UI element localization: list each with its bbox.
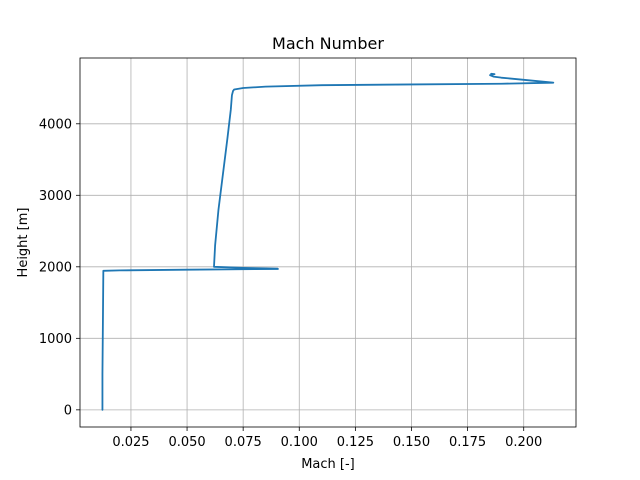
x-tick-label: 0.025	[112, 435, 149, 450]
plot-frame	[79, 57, 577, 428]
x-tick-label: 0.200	[505, 435, 542, 450]
y-tick-label: 4000	[39, 117, 72, 132]
x-axis-label: Mach [-]	[301, 457, 355, 472]
chart-title: Mach Number	[272, 34, 384, 53]
series-layer	[101, 72, 555, 411]
x-tick-label: 0.125	[337, 435, 374, 450]
y-tick-label: 0	[64, 403, 72, 418]
y-tick-label: 2000	[39, 260, 72, 275]
grid	[80, 58, 576, 427]
x-tick-label: 0.100	[281, 435, 318, 450]
y-axis-label: Height [m]	[16, 208, 31, 278]
ticks-layer: 0.025 0.050 0.075 0.100 0.125 0.150 0.175 0.200…	[39, 117, 542, 450]
x-tick-label: 0.075	[225, 435, 262, 450]
y-tick-label: 1000	[39, 332, 72, 347]
x-tick-label: 0.150	[393, 435, 430, 450]
y-tick-label: 3000	[39, 189, 72, 204]
x-tick-label: 0.175	[449, 435, 486, 450]
mach-series-line	[101, 72, 555, 411]
x-tick-label: 0.050	[168, 435, 205, 450]
